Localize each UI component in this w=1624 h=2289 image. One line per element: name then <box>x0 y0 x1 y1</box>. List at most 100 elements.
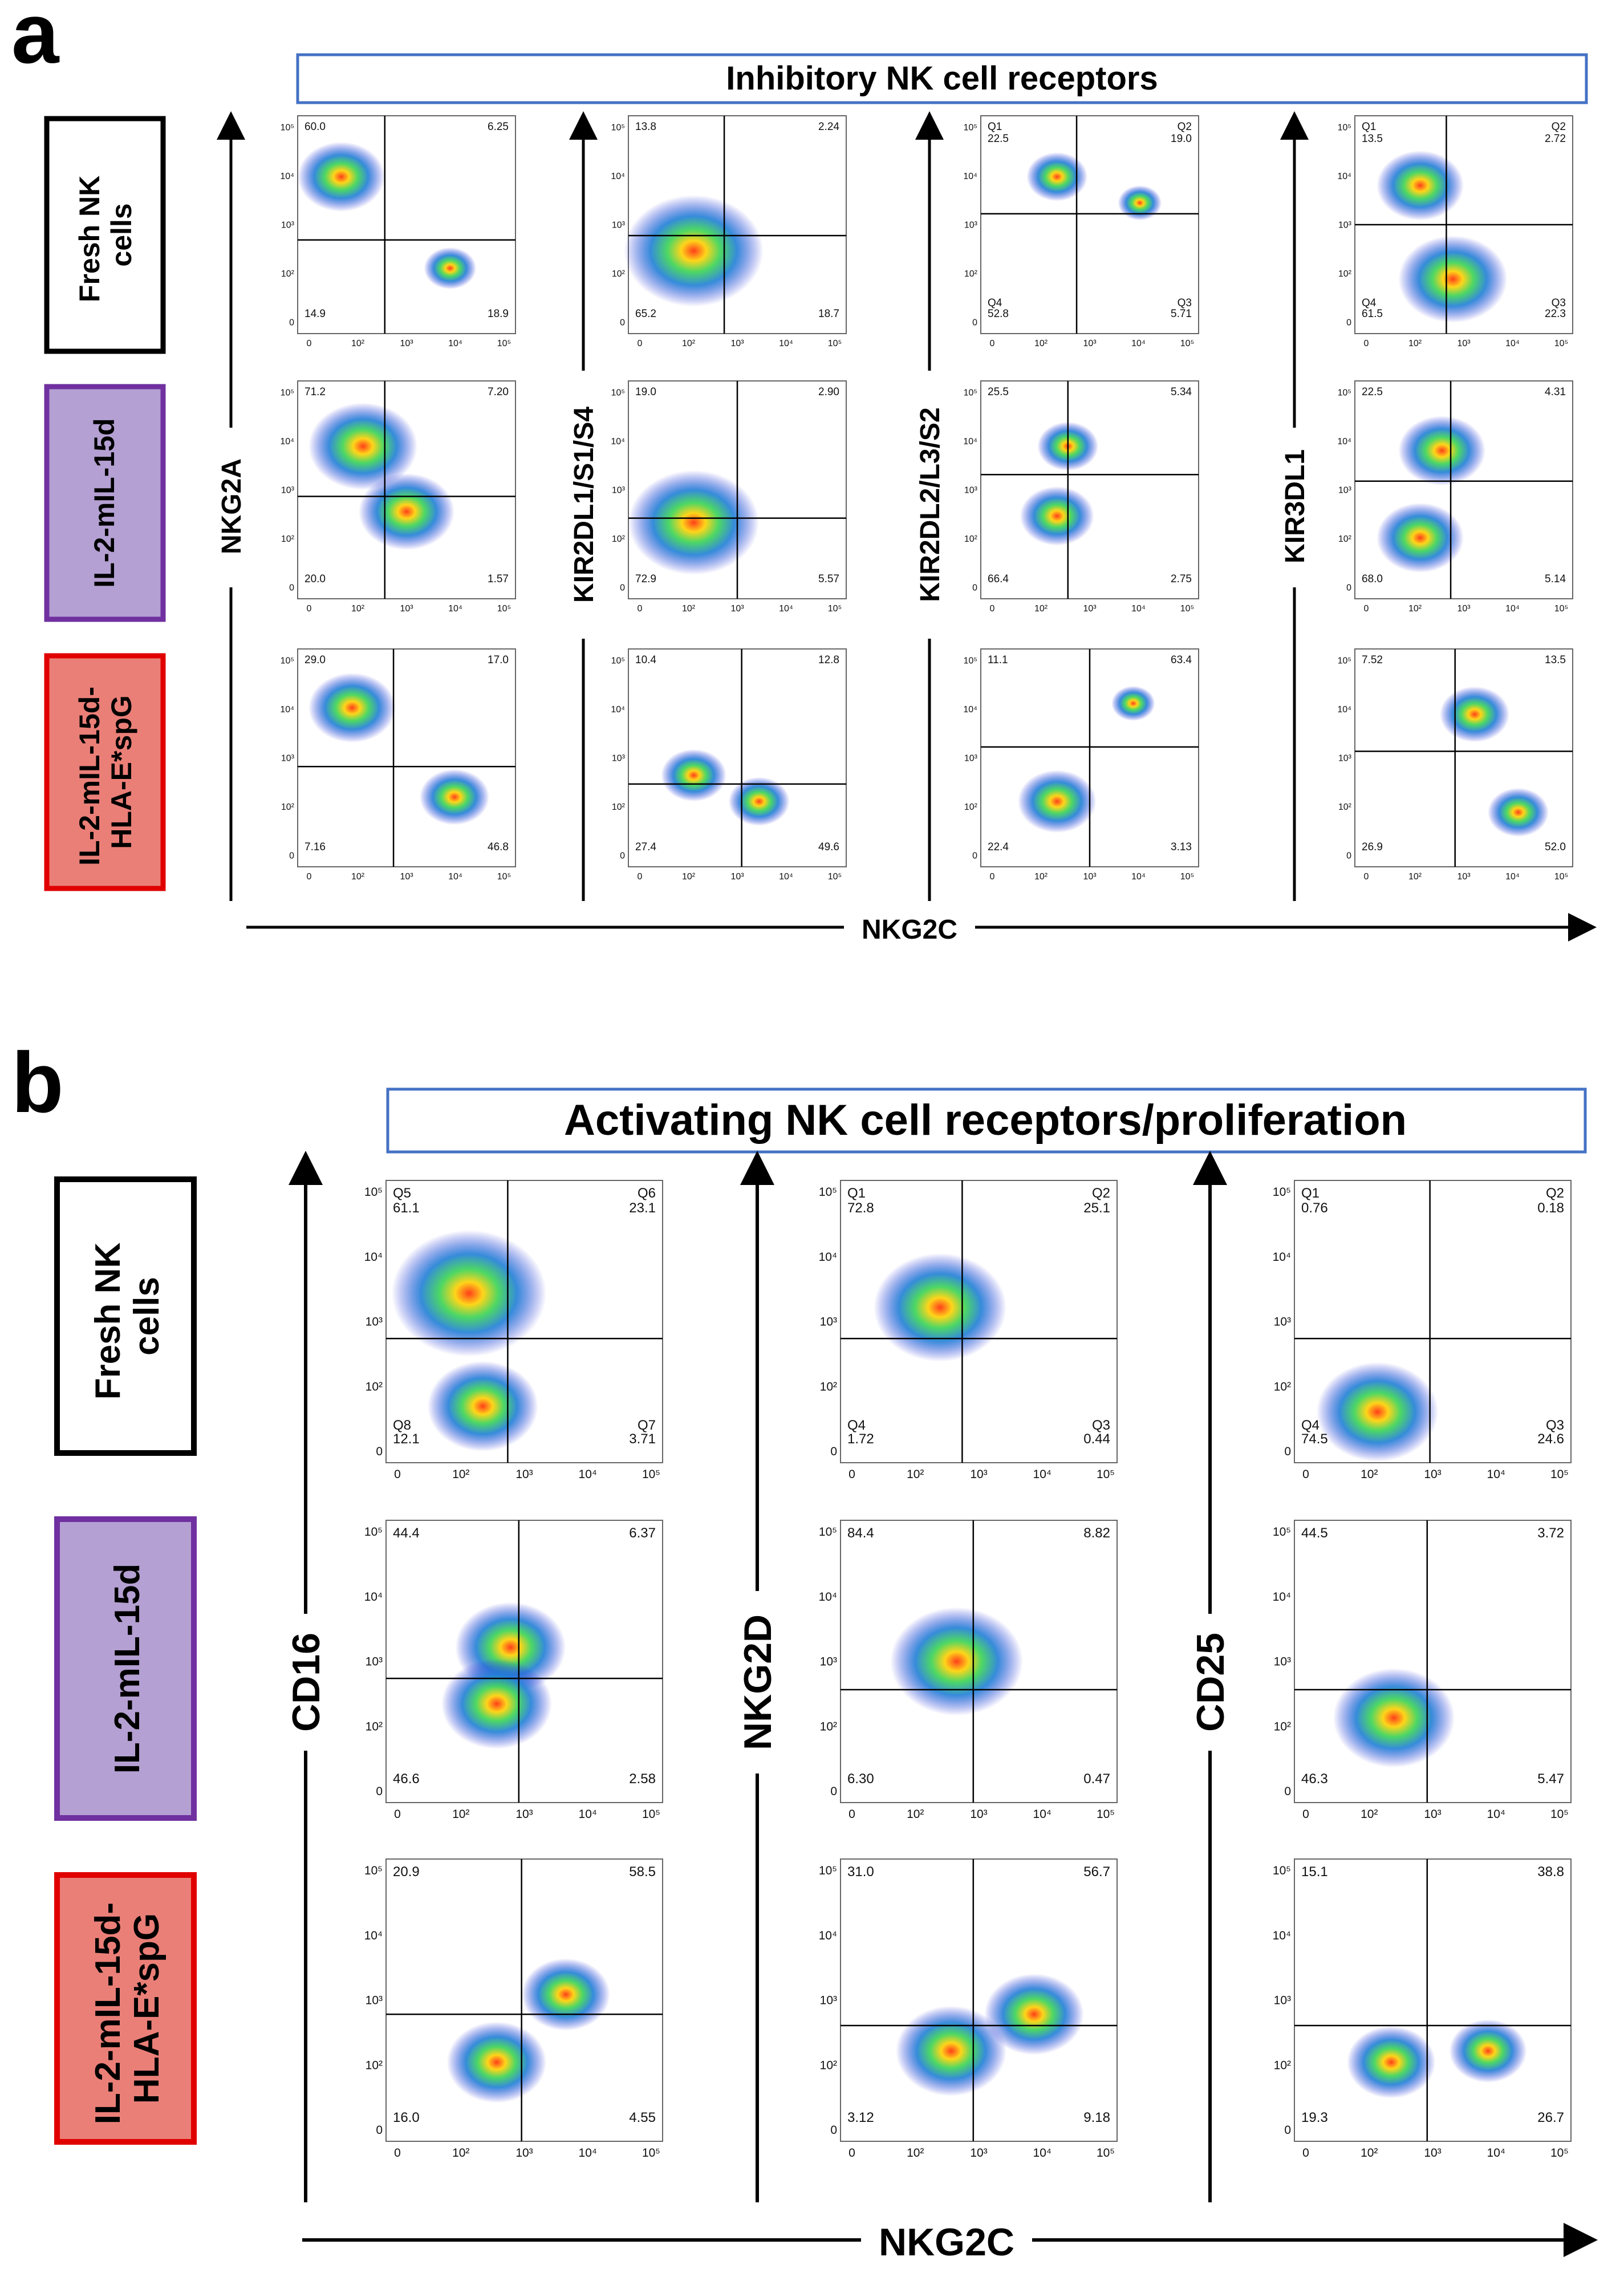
y-tick-label: 10⁴ <box>1273 1590 1291 1604</box>
y-axis-label-cd16: CD16 <box>285 1633 328 1732</box>
x-tick-label: 10² <box>1408 339 1422 348</box>
x-tick-label: 10⁴ <box>1131 872 1146 882</box>
x-tick-label: 10⁴ <box>448 339 462 348</box>
y-tick-label: 10⁵ <box>1273 1525 1291 1539</box>
quadrant-name: Q2 <box>1546 1186 1564 1201</box>
y-tick-label: 10³ <box>612 220 626 230</box>
y-tick-label: 10² <box>820 1380 837 1393</box>
x-tick-label: 10⁴ <box>1033 1468 1051 1481</box>
x-tick-label: 10² <box>1408 604 1422 614</box>
y-tick-label: 0 <box>1346 318 1351 327</box>
y-axis-label-kir2dl2: KIR2DL2/L3/S2 <box>915 407 945 602</box>
scatter-plot: 13.8 2.24 65.2 18.7 0 10² 10³ 10⁴ 10⁵ 0 10² 10³ 10⁴ 1… <box>611 115 847 348</box>
y-tick-label: 10³ <box>366 1655 383 1669</box>
scatter-plot: 31.0 56.7 3.12 9.18 0 10² 10³ 10⁴ 10⁵ 0 10² 10³ 10⁴ 1… <box>819 1858 1118 2160</box>
x-tick-label: 0 <box>307 604 312 614</box>
density-cloud <box>1377 502 1464 573</box>
y-tick-label: 10² <box>820 2059 837 2072</box>
condition-line: Fresh NK <box>74 176 105 302</box>
y-tick-label: 10³ <box>820 1655 837 1669</box>
plot-frame <box>1354 380 1573 599</box>
scatter-plot: Q5 Q6 Q8 Q7 61.1 23.1 12.1 3.71 0 10² 10³ 10⁴ 10⁵ 0 10… <box>364 1180 663 1481</box>
x-tick-label: 0 <box>1364 872 1369 882</box>
y-tick-label: 10⁴ <box>280 705 294 715</box>
x-tick-label: 10⁴ <box>1487 2146 1505 2160</box>
x-tick-label: 10³ <box>1457 872 1471 882</box>
density-cloud <box>391 1230 547 1357</box>
y-tick-label: 10² <box>612 269 626 279</box>
y-axis-label-kir3dl1: KIR3DL1 <box>1280 449 1310 563</box>
density-cloud <box>446 2022 547 2103</box>
x-tick-label: 0 <box>394 1808 401 1821</box>
scatter-plot: 71.2 7.20 20.0 1.57 0 10² 10³ 10⁴ 10⁵ 0 10² 10³ 10⁴ 1… <box>280 380 516 614</box>
quadrant-percent-lr: 18.7 <box>818 308 839 320</box>
quadrant-percent-ll: 74.5 <box>1301 1431 1328 1447</box>
quadrant-name: Q4 <box>847 1418 866 1433</box>
quadrant-percent-ll: 20.0 <box>304 573 326 585</box>
y-tick-label: 10⁵ <box>819 1864 837 1877</box>
scatter-plot: 19.0 2.90 72.9 5.57 0 10² 10³ 10⁴ 10⁵ 0 10² 10³ 10⁴ 1… <box>611 380 847 614</box>
scatter-plot: 10.4 12.8 27.4 49.6 0 10² 10³ 10⁴ 10⁵ 0 10² 10³ 10⁴ 1… <box>611 648 847 882</box>
quadrant-name: Q2 <box>1092 1186 1110 1201</box>
quadrant-name: Q5 <box>393 1186 411 1201</box>
scatter-plot: Q1 Q2 Q4 Q3 72.8 25.1 1.72 0.44 0 10² 10³ 10⁴ 10⁵ 0 10… <box>819 1180 1118 1481</box>
quadrant-name: Q2 <box>1552 121 1566 133</box>
quadrant-name: Q2 <box>1178 121 1192 133</box>
quadrant-name: Q4 <box>1301 1418 1320 1433</box>
y-tick-label: 0 <box>620 583 625 592</box>
panel-a-x-axis-label: NKG2C <box>862 915 957 945</box>
density-cloud <box>628 470 760 575</box>
quadrant-name: Q1 <box>988 121 1002 133</box>
quadrant-percent-lr: 24.6 <box>1537 1431 1564 1447</box>
y-tick-label: 10⁵ <box>1338 123 1351 132</box>
y-tick-label: 10⁵ <box>364 1525 383 1539</box>
x-tick-label: 10³ <box>1457 604 1471 614</box>
x-tick-label: 10³ <box>1424 1468 1441 1481</box>
quadrant-percent-ul: 7.52 <box>1362 654 1383 666</box>
quadrant-percent-ur: 8.82 <box>1083 1525 1110 1541</box>
x-tick-label: 10⁴ <box>579 2146 597 2160</box>
scatter-plot: 60.0 6.25 14.9 18.9 0 10² 10³ 10⁴ 10⁵ 0 10² 10³ 10⁴ 1… <box>280 115 516 348</box>
x-tick-label: 10² <box>452 1468 469 1481</box>
y-tick-label: 10⁵ <box>1273 1864 1291 1877</box>
quadrant-name: Q4 <box>1362 297 1377 309</box>
density-cloud <box>1398 416 1486 486</box>
panel-b-condition-il2: IL-2-mIL-15d <box>54 1516 197 1821</box>
y-tick-label: 0 <box>1284 2124 1291 2137</box>
x-tick-label: 10² <box>1034 339 1048 348</box>
svg-text:IL-2-mIL-15d- HLA-E*spG: IL-2-mIL-15d- HLA-E*spG <box>88 1893 167 2124</box>
y-tick-label: 10³ <box>1274 1655 1291 1669</box>
y-tick-label: 10⁴ <box>963 172 977 181</box>
quadrant-percent-lr: 1.57 <box>488 573 509 585</box>
y-tick-label: 10² <box>366 2059 383 2072</box>
panel-b-y-axes: CD16 NKG2D CD25 <box>283 1151 1233 2202</box>
x-tick-label: 10³ <box>1083 339 1097 348</box>
density-cloud <box>358 473 455 550</box>
quadrant-percent-ur: 56.7 <box>1083 1864 1110 1880</box>
x-tick-label: 0 <box>990 872 995 882</box>
x-tick-label: 10² <box>907 1808 924 1821</box>
x-tick-label: 10⁵ <box>642 2146 660 2160</box>
panel-a-condition-il2: IL-2-mIL-15d <box>44 384 166 622</box>
quadrant-percent-ul: 71.2 <box>304 386 326 398</box>
y-tick-label: 10³ <box>964 220 978 230</box>
y-tick-label: 10⁵ <box>611 388 625 397</box>
y-tick-label: 10⁴ <box>1273 1251 1291 1264</box>
quadrant-percent-ur: 4.31 <box>1545 386 1566 398</box>
condition-line: cells <box>105 203 137 266</box>
x-tick-label: 10⁵ <box>497 872 511 882</box>
y-tick-label: 10² <box>1274 1720 1291 1733</box>
quadrant-percent-ul: 13.5 <box>1362 133 1383 145</box>
scatter-plot: 7.52 13.5 26.9 52.0 0 10² 10³ 10⁴ 10⁵ 0 10² 10³ 10⁴ 1… <box>1337 648 1573 882</box>
svg-text:Fresh NK cells: Fresh NK cells <box>74 168 137 302</box>
y-tick-label: 10² <box>281 534 295 544</box>
y-tick-label: 10³ <box>612 753 626 763</box>
y-axis-label-cd25: CD25 <box>1189 1633 1232 1732</box>
y-tick-label: 10³ <box>1338 220 1352 230</box>
density-cloud <box>1020 486 1094 546</box>
x-tick-label: 0 <box>638 872 643 882</box>
quadrant-percent-ll: 6.30 <box>847 1771 874 1787</box>
x-tick-label: 10³ <box>730 604 744 614</box>
scatter-plot: 29.0 17.0 7.16 46.8 0 10² 10³ 10⁴ 10⁵ 0 10² 10³ 10⁴ 1… <box>280 648 516 882</box>
